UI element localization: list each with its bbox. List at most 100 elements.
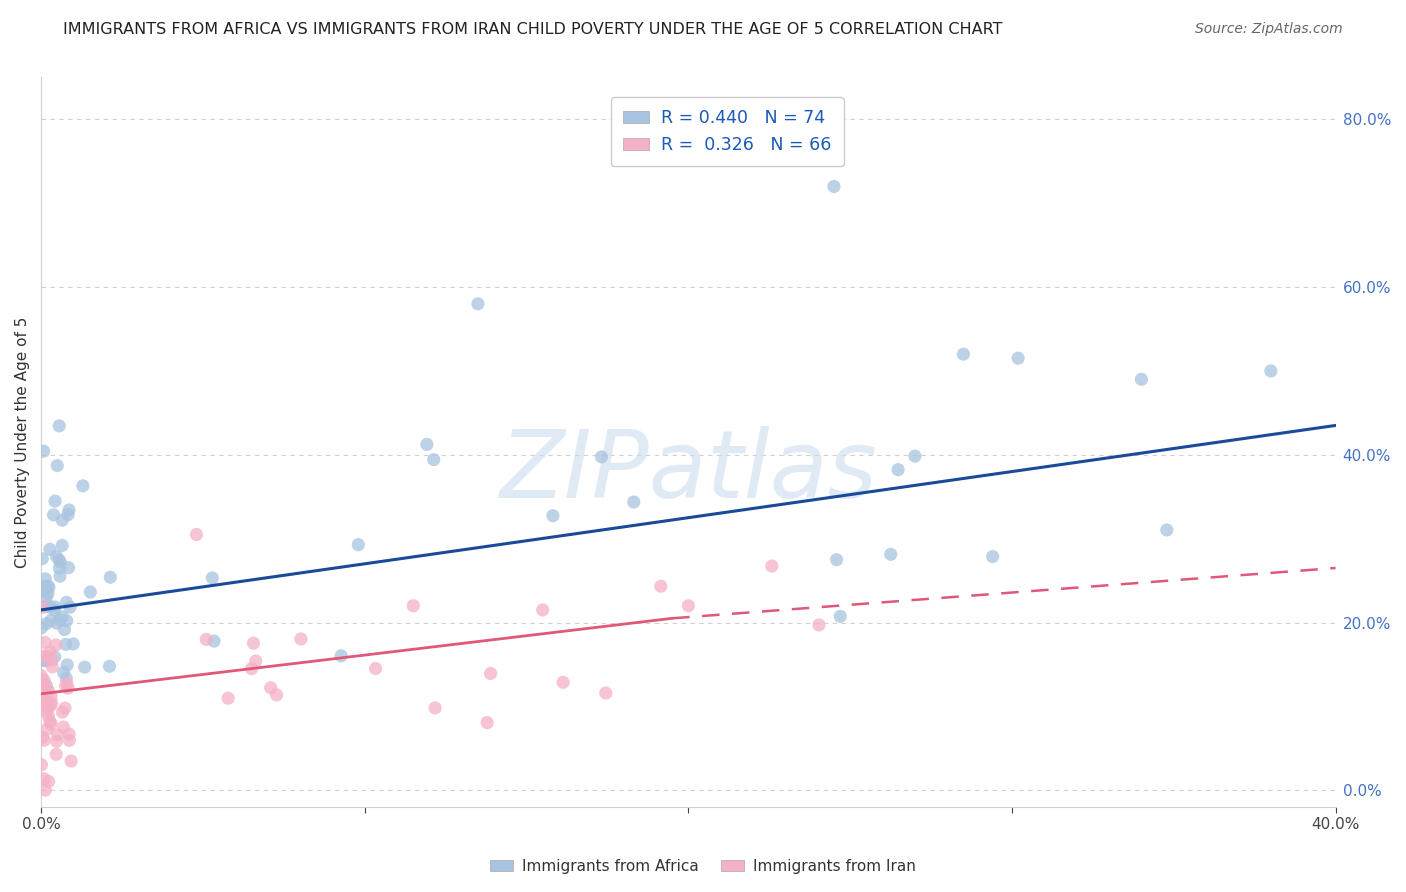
- Point: [55, 637, 77, 651]
- Point: [32, 677, 55, 691]
- Point: [37, 702, 59, 716]
- Point: [48, 553, 70, 567]
- Point: [1007, 351, 1029, 366]
- Point: [39, 614, 62, 628]
- Point: [38, 774, 60, 789]
- Point: [62, 637, 84, 651]
- Point: [34, 572, 56, 586]
- Point: [1156, 523, 1178, 537]
- Point: [58, 733, 80, 747]
- Point: [31, 600, 53, 615]
- Text: Source: ZipAtlas.com: Source: ZipAtlas.com: [1195, 22, 1343, 37]
- Point: [887, 463, 910, 477]
- Point: [60, 754, 83, 768]
- Point: [38, 542, 60, 557]
- Point: [51, 538, 73, 552]
- Point: [45, 747, 67, 762]
- Point: [650, 579, 672, 593]
- Point: [880, 547, 903, 561]
- Point: [52, 720, 75, 734]
- Point: [35, 704, 58, 718]
- Point: [34, 679, 56, 693]
- Point: [32, 444, 55, 458]
- Point: [37, 586, 59, 600]
- Point: [55, 595, 77, 609]
- Legend: R = 0.440   N = 74, R =  0.326   N = 66: R = 0.440 N = 74, R = 0.326 N = 66: [610, 97, 844, 166]
- Point: [34, 783, 56, 797]
- Point: [55, 614, 77, 628]
- Point: [242, 636, 264, 650]
- Point: [475, 715, 498, 730]
- Point: [423, 701, 446, 715]
- Point: [49, 613, 72, 627]
- Point: [186, 527, 208, 541]
- Point: [58, 560, 80, 574]
- Point: [46, 458, 69, 473]
- Point: [830, 609, 852, 624]
- Point: [245, 654, 267, 668]
- Point: [98, 659, 121, 673]
- Point: [38, 580, 60, 594]
- Point: [31, 688, 53, 702]
- Point: [37, 579, 59, 593]
- Point: [59, 600, 82, 615]
- Point: [623, 495, 645, 509]
- Point: [56, 681, 79, 696]
- Point: [35, 654, 58, 668]
- Point: [98, 570, 121, 584]
- Point: [72, 479, 94, 493]
- Point: [73, 660, 96, 674]
- Point: [904, 449, 927, 463]
- Point: [825, 552, 848, 566]
- Point: [32, 692, 55, 706]
- Point: [30, 757, 52, 772]
- Point: [44, 494, 66, 508]
- Point: [39, 717, 62, 731]
- Point: [44, 603, 66, 617]
- Point: [56, 508, 79, 522]
- Point: [51, 513, 73, 527]
- Point: [79, 585, 101, 599]
- Point: [32, 580, 55, 594]
- Legend: Immigrants from Africa, Immigrants from Iran: Immigrants from Africa, Immigrants from …: [484, 853, 922, 880]
- Point: [53, 623, 76, 637]
- Point: [31, 551, 53, 566]
- Point: [39, 690, 62, 704]
- Point: [37, 709, 59, 723]
- Point: [201, 571, 224, 585]
- Point: [39, 599, 62, 614]
- Point: [49, 569, 72, 583]
- Point: [37, 722, 59, 736]
- Point: [49, 555, 72, 569]
- Point: [347, 538, 370, 552]
- Point: [56, 676, 79, 690]
- Point: [195, 632, 218, 647]
- Point: [531, 603, 554, 617]
- Point: [39, 645, 62, 659]
- Point: [41, 696, 63, 710]
- Point: [422, 452, 444, 467]
- Point: [35, 649, 58, 664]
- Point: [31, 731, 53, 745]
- Point: [202, 634, 225, 648]
- Point: [807, 618, 830, 632]
- Point: [56, 657, 79, 672]
- Point: [51, 705, 73, 719]
- Point: [1130, 372, 1153, 386]
- Point: [416, 437, 439, 451]
- Point: [39, 714, 62, 729]
- Point: [541, 508, 564, 523]
- Point: [32, 698, 55, 712]
- Point: [53, 701, 76, 715]
- Point: [32, 677, 55, 691]
- Point: [55, 679, 77, 693]
- Text: IMMIGRANTS FROM AFRICA VS IMMIGRANTS FROM IRAN CHILD POVERTY UNDER THE AGE OF 5 : IMMIGRANTS FROM AFRICA VS IMMIGRANTS FRO…: [63, 22, 1002, 37]
- Point: [30, 621, 52, 635]
- Point: [266, 688, 288, 702]
- Point: [52, 665, 75, 680]
- Point: [48, 418, 70, 433]
- Point: [39, 698, 62, 713]
- Point: [240, 662, 263, 676]
- Point: [38, 683, 60, 698]
- Point: [31, 673, 53, 688]
